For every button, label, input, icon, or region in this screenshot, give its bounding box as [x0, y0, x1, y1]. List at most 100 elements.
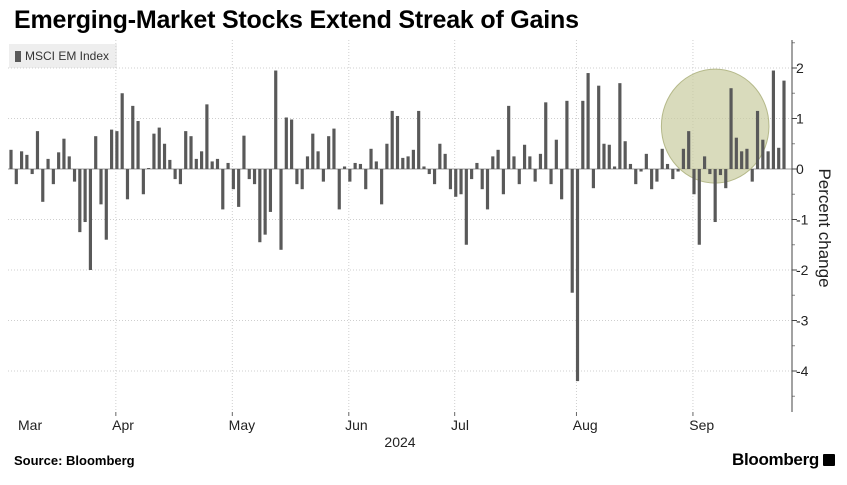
bar: [533, 169, 537, 182]
highlight-ellipse: [660, 68, 770, 184]
bar: [771, 70, 775, 169]
bar: [597, 85, 601, 169]
bar: [501, 169, 505, 195]
bar: [374, 161, 378, 169]
bar: [650, 169, 654, 190]
y-tick-label: -1: [796, 212, 809, 228]
bar: [14, 169, 18, 185]
bar: [591, 169, 595, 189]
chart-title: Emerging-Market Stocks Extend Streak of …: [14, 6, 579, 34]
bar: [538, 153, 543, 169]
bar: [337, 169, 341, 210]
bar: [681, 148, 685, 169]
bar: [782, 80, 786, 169]
y-axis: 2 1 0 -1 -2 -3 -4 Percent change: [791, 40, 834, 412]
bar: [491, 156, 495, 169]
bar: [575, 169, 580, 382]
bar: [131, 105, 135, 169]
y-tick-label: 0: [796, 161, 804, 177]
y-tick-label: -3: [796, 313, 809, 329]
x-tick-label: Jul: [451, 417, 469, 433]
bar: [231, 169, 235, 190]
bar: [560, 169, 564, 200]
bar: [184, 131, 188, 169]
bar: [697, 169, 701, 245]
bar: [300, 169, 304, 190]
bar: [62, 138, 66, 169]
bar: [639, 169, 643, 172]
bar: [671, 169, 675, 180]
bar: [258, 169, 262, 243]
bar: [602, 143, 606, 169]
legend: MSCI EM Index: [9, 44, 118, 68]
bar: [777, 147, 781, 169]
bar: [554, 139, 558, 169]
bar: [358, 163, 363, 169]
bar: [369, 148, 373, 169]
bar: [665, 163, 670, 169]
bar: [200, 151, 204, 169]
bar: [570, 169, 574, 293]
bar: [9, 149, 13, 169]
bar: [417, 110, 421, 169]
bar: [173, 169, 177, 180]
bar: [475, 162, 479, 169]
bar: [242, 135, 246, 169]
bar: [20, 151, 24, 169]
bar: [353, 162, 357, 169]
bar: [67, 156, 71, 169]
bar: [655, 169, 659, 182]
bar: [448, 169, 453, 190]
bar: [380, 169, 384, 205]
source-note: Source: Bloomberg: [14, 453, 135, 468]
bar: [247, 169, 251, 180]
bar: [321, 169, 325, 182]
bar: [120, 93, 124, 169]
bar: [612, 166, 617, 169]
bar: [284, 117, 288, 169]
bar: [110, 129, 114, 169]
legend-swatch: [15, 50, 21, 62]
bar: [72, 169, 77, 182]
bar: [522, 144, 527, 169]
bar: [644, 153, 648, 169]
bar: [226, 162, 230, 169]
bar: [104, 169, 108, 240]
bar: [692, 169, 696, 195]
bar: [83, 169, 87, 223]
bar: [581, 100, 585, 169]
bar: [406, 156, 410, 169]
bar: [734, 137, 738, 169]
bar: [35, 131, 40, 169]
bar: [755, 110, 760, 169]
bar: [51, 169, 55, 185]
bar: [745, 148, 749, 169]
bar: [94, 136, 98, 169]
brand-logo: Bloomberg: [732, 450, 835, 470]
bar: [88, 169, 93, 270]
bar: [586, 73, 590, 169]
bar: [432, 169, 437, 185]
bar: [115, 131, 119, 169]
y-tick-label: -2: [796, 262, 809, 278]
bar: [411, 149, 415, 169]
y-tick-label: 2: [796, 60, 804, 76]
bar: [327, 136, 331, 169]
bar: [512, 156, 516, 169]
y-axis-title: Percent change: [815, 168, 834, 287]
bar: [623, 141, 627, 169]
bar: [390, 110, 394, 169]
bar: [290, 119, 294, 169]
bar: [136, 121, 140, 169]
bar: [761, 139, 765, 169]
x-tick-label: Aug: [573, 417, 598, 433]
legend-label: MSCI EM Index: [25, 49, 110, 63]
bar: [729, 88, 733, 169]
x-axis-label: 2024: [384, 434, 415, 450]
bar: [210, 161, 214, 169]
bar: [147, 167, 151, 169]
highlight-layer: [660, 68, 770, 184]
bar: [724, 169, 728, 189]
bar: [162, 143, 167, 169]
